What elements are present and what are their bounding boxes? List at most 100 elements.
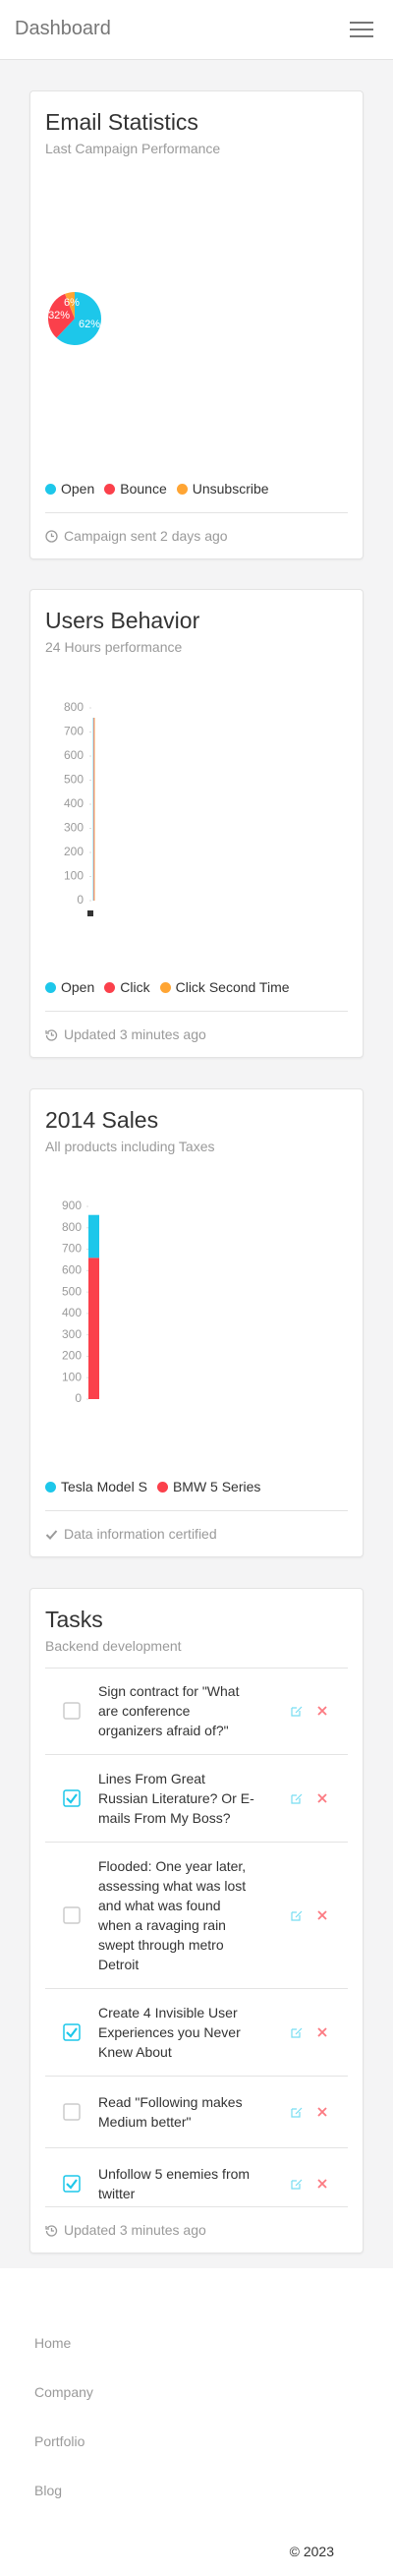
copyright: © 2023 (289, 2544, 334, 2559)
edit-button[interactable] (291, 2026, 303, 2038)
legend-item: Click Second Time (159, 979, 290, 995)
checkbox-cell (45, 1906, 98, 1924)
top-bar: Dashboard (0, 0, 393, 60)
edit-icon (291, 1910, 303, 1921)
menu-button[interactable] (350, 22, 373, 37)
legend-item: Open (45, 481, 94, 497)
y-tick-label: 600 (62, 1263, 82, 1277)
y-tick-label: 100 (62, 1370, 82, 1383)
legend-swatch (104, 483, 116, 495)
task-checkbox[interactable] (63, 1702, 81, 1720)
card-title: Email Statistics (45, 109, 198, 135)
remove-button[interactable] (316, 2178, 328, 2190)
edit-button[interactable] (291, 1705, 303, 1717)
y-tick-label: 0 (77, 893, 84, 907)
task-row: Lines From Great Russian Literature? Or … (45, 1754, 348, 1842)
legend-label: Click (120, 979, 150, 995)
checkbox-box (63, 1906, 81, 1924)
legend-label: Unsubscribe (192, 481, 269, 497)
y-tick-label: 400 (64, 796, 84, 810)
remove-icon (317, 2107, 327, 2117)
task-checkbox[interactable] (63, 1789, 81, 1807)
chart: 0 100 200 300 400 500 600 700 800 900 (62, 1199, 99, 1405)
y-tick-label: 300 (64, 821, 84, 835)
task-checkbox[interactable] (63, 2023, 81, 2041)
card: 0 100 200 300 400 500 600 700 800 900 2014 Sales … (29, 1088, 364, 1557)
footer-link[interactable]: Home (34, 2335, 72, 2351)
history-icon (45, 1028, 58, 1041)
remove-button[interactable] (316, 1705, 328, 1717)
clock-icon (45, 529, 58, 543)
remove-button[interactable] (316, 2106, 328, 2118)
card-footer: Updated 3 minutes ago (45, 2222, 206, 2238)
task-row: Flooded: One year later, assessing what … (45, 1842, 348, 1988)
chart: 62% 32%6% (47, 292, 101, 345)
y-tick-label: 800 (64, 700, 84, 714)
bar (88, 1214, 99, 1259)
footer-link[interactable]: Company (34, 2384, 93, 2400)
legend: Open Bounce Unsubscribe (45, 481, 269, 497)
footer-text: Updated 3 minutes ago (64, 1026, 206, 1042)
pie-slice (47, 293, 75, 338)
task-checkbox[interactable] (63, 2175, 81, 2193)
y-tick-label: 200 (62, 1349, 82, 1363)
bar (88, 1258, 99, 1399)
chart: 0 100 200 300 400 500 600 700 800 (64, 700, 95, 916)
edit-button[interactable] (291, 2178, 303, 2190)
page-title[interactable]: Dashboard (15, 18, 111, 39)
y-tick-label: 500 (62, 1284, 82, 1298)
checkbox-tick (66, 2179, 78, 2190)
pie-slice (65, 292, 75, 319)
checkbox-cell (45, 2103, 98, 2121)
remove-button[interactable] (316, 1792, 328, 1804)
task-text: Sign contract for "What are conference o… (98, 1683, 240, 1738)
task-actions (255, 1792, 348, 1804)
remove-icon (317, 1910, 327, 1920)
card-subtitle: All products including Taxes (45, 1139, 215, 1154)
footer-link[interactable]: Blog (34, 2483, 63, 2498)
task-actions (255, 2026, 348, 2038)
y-tick-label: 400 (62, 1306, 82, 1319)
legend-label: Tesla Model S (61, 1479, 147, 1494)
y-tick-label: 700 (64, 725, 84, 738)
divider (45, 512, 348, 513)
card-subtitle: 24 Hours performance (45, 639, 183, 655)
remove-button[interactable] (316, 2026, 328, 2038)
task-checkbox[interactable] (63, 1906, 81, 1924)
checkbox-box (63, 2023, 81, 2041)
remove-button[interactable] (316, 1909, 328, 1921)
page-footer: © 2023 Home Company Portfolio Blog (0, 2268, 393, 2576)
y-tick-label: 0 (75, 1391, 82, 1405)
checkbox-cell (45, 1789, 98, 1807)
checkbox-box (63, 2103, 81, 2121)
remove-icon (317, 2027, 327, 2037)
y-tick-label: 900 (62, 1199, 82, 1212)
task-row: Read "Following makes Medium better" (45, 2076, 348, 2147)
y-tick-label: 200 (64, 845, 84, 858)
legend-label: Bounce (120, 481, 167, 497)
task-checkbox[interactable] (63, 2103, 81, 2121)
edit-button[interactable] (291, 1909, 303, 1921)
legend-item: BMW 5 Series (156, 1479, 260, 1494)
legend-item: Unsubscribe (176, 481, 269, 497)
checkbox-cell (45, 1702, 98, 1720)
footer-text: Campaign sent 2 days ago (64, 528, 228, 544)
edit-button[interactable] (291, 2106, 303, 2118)
edit-button[interactable] (291, 1792, 303, 1804)
footer-text: Updated 3 minutes ago (64, 2222, 206, 2238)
remove-icon (317, 1793, 327, 1803)
x-axis-stub (87, 910, 93, 916)
pie-slice (56, 292, 101, 345)
checkbox-box (63, 1702, 81, 1720)
card: 0 100 200 300 400 500 600 700 800 Users Behavior… (29, 589, 364, 1058)
slice-label: 32% (48, 310, 70, 322)
task-actions (255, 2178, 348, 2190)
legend-swatch (104, 981, 116, 993)
card-title: 2014 Sales (45, 1107, 159, 1133)
footer-link[interactable]: Portfolio (34, 2433, 85, 2449)
task-actions (255, 1909, 348, 1921)
legend-swatch (45, 1481, 56, 1493)
edit-icon (291, 2179, 303, 2190)
checkbox-cell (45, 2023, 98, 2041)
card: 62% 32% 6% Email Statistics Last Campaign … (29, 90, 364, 559)
